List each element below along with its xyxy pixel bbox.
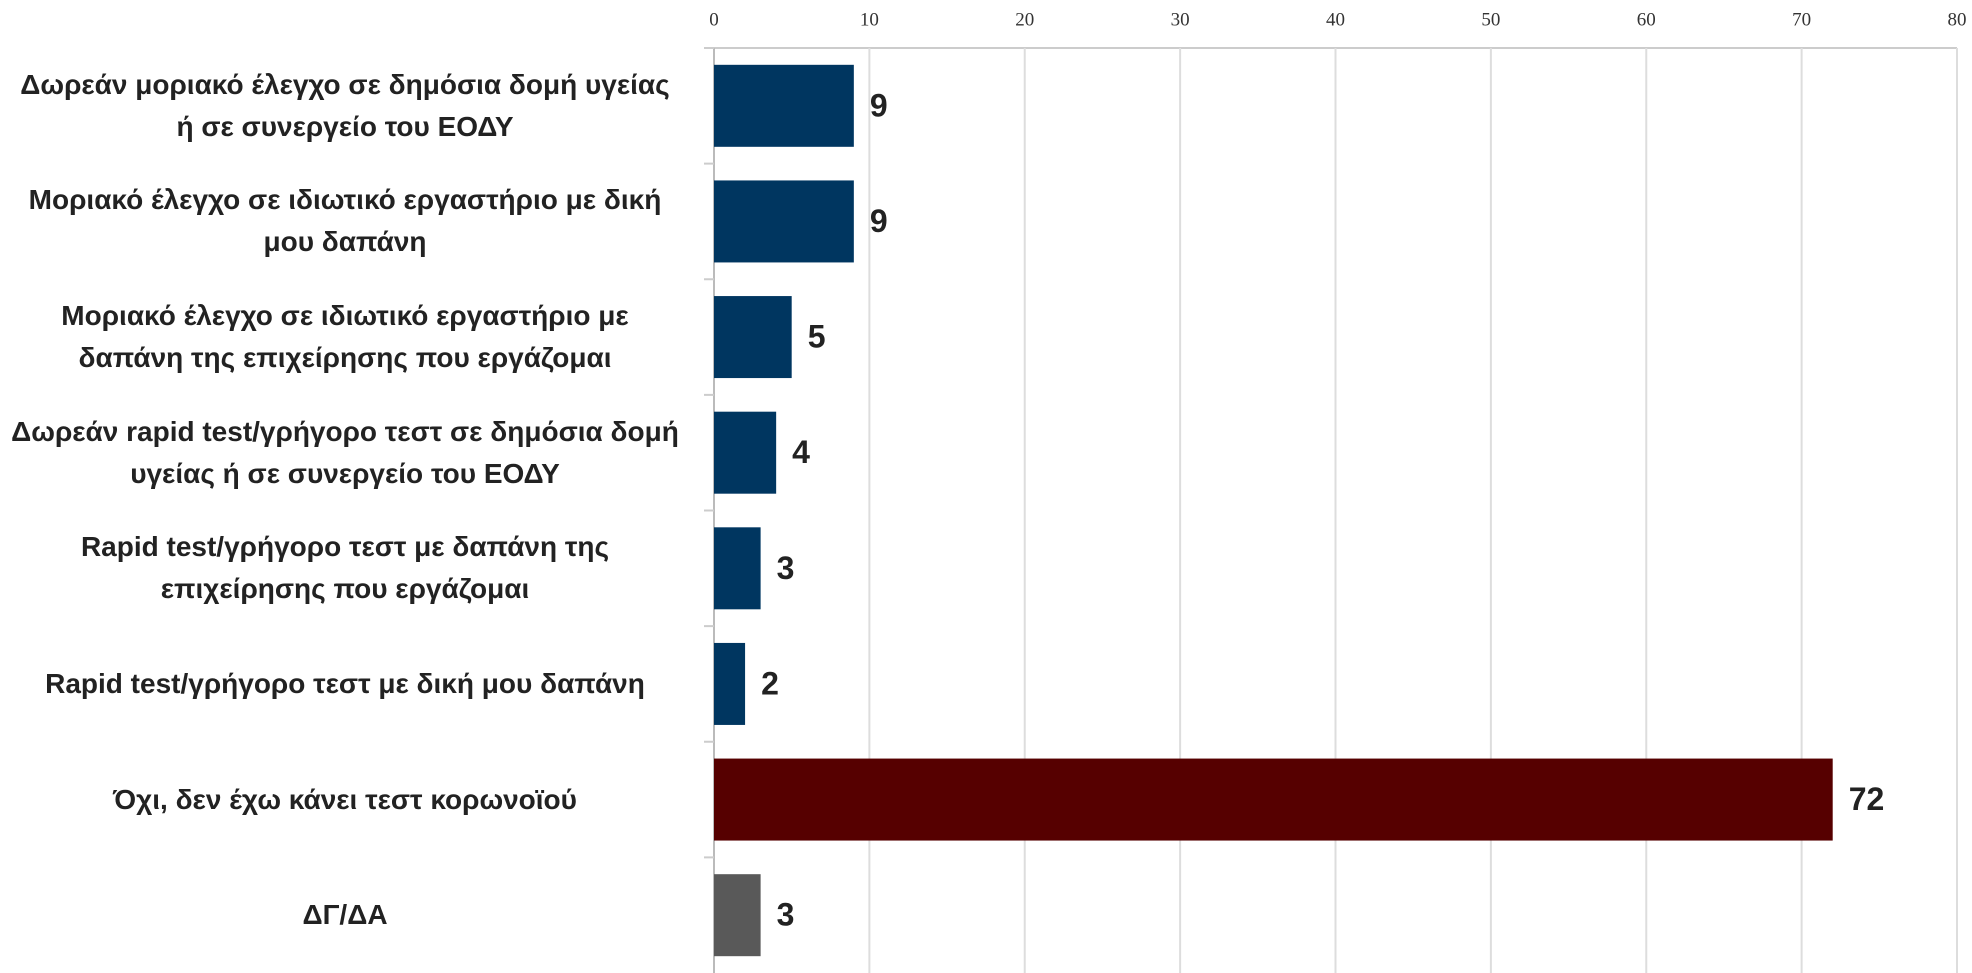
bar <box>714 296 792 379</box>
value-label: 9 <box>870 87 888 123</box>
x-tick-label: 30 <box>1171 9 1190 30</box>
bar <box>714 642 746 725</box>
value-label: 2 <box>761 665 779 701</box>
value-label: 4 <box>792 434 810 470</box>
category-label: Μοριακό έλεγχο σε ιδιωτικό εργαστήριο με… <box>61 300 629 374</box>
value-label: 5 <box>808 319 826 355</box>
category-label: ΔΓ/ΔΑ <box>302 899 388 931</box>
category-label: Δωρεάν rapid test/γρήγορο τεστ σε δημόσι… <box>11 415 679 489</box>
category-label: Δωρεάν μοριακό έλεγχο σε δημόσια δομή υγ… <box>20 68 670 142</box>
value-label: 3 <box>777 550 795 586</box>
value-label: 9 <box>870 203 888 239</box>
bar <box>714 411 777 494</box>
bar <box>714 180 854 263</box>
category-label: Μοριακό έλεγχο σε ιδιωτικό εργαστήριο με… <box>28 184 662 258</box>
x-tick-label: 0 <box>709 9 719 30</box>
x-tick-label: 80 <box>1948 9 1967 30</box>
x-tick-label: 10 <box>860 9 879 30</box>
x-tick-label: 20 <box>1015 9 1034 30</box>
x-tick-label: 40 <box>1326 9 1345 30</box>
value-label: 72 <box>1849 781 1885 817</box>
x-tick-label: 50 <box>1481 9 1500 30</box>
x-tick-label: 60 <box>1637 9 1656 30</box>
x-tick-label: 70 <box>1792 9 1811 30</box>
category-label: Όχι, δεν έχω κάνει τεστ κορωνοϊού <box>113 783 577 815</box>
bar <box>714 874 761 957</box>
bar <box>714 64 854 147</box>
bar <box>714 527 761 610</box>
category-label: Rapid test/γρήγορο τεστ με δική μου δαπά… <box>45 667 645 699</box>
category-label: Rapid test/γρήγορο τεστ με δαπάνη της επ… <box>80 531 610 605</box>
bar <box>714 758 1833 841</box>
value-label: 3 <box>777 897 795 933</box>
